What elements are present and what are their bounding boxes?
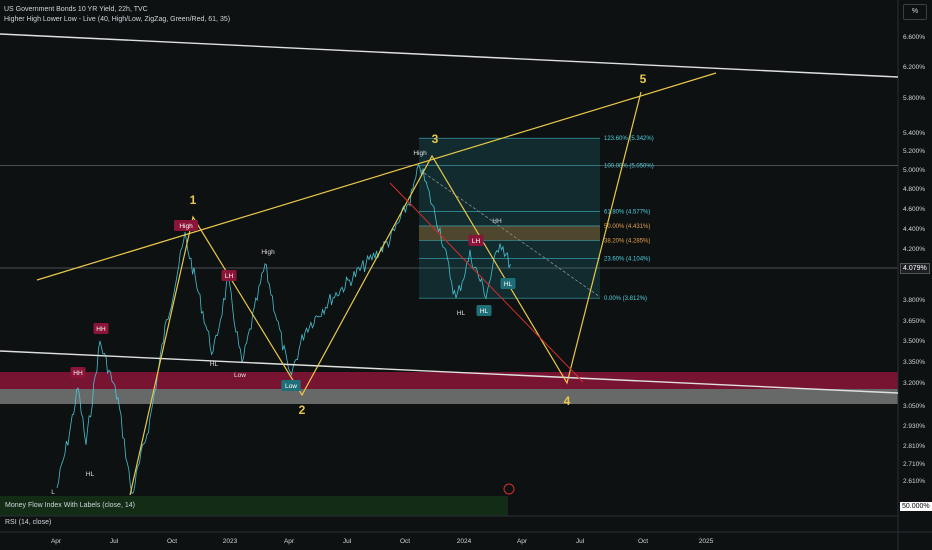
- y-tick-label: 4.200%: [903, 246, 925, 253]
- swing-label-box: [93, 323, 109, 334]
- wave-label-5: 5: [640, 72, 647, 86]
- swing-label-box: [476, 305, 492, 316]
- wave-label-1: 1: [190, 193, 197, 207]
- swing-label: L: [51, 489, 55, 496]
- x-tick-label: 2023: [223, 538, 238, 545]
- wave-label-4: 4: [564, 394, 571, 408]
- y-tick-label: 3.200%: [903, 380, 925, 387]
- y-tick-label: 4.800%: [903, 186, 925, 193]
- swing-label: HL: [480, 308, 489, 315]
- swing-label: HL: [504, 281, 513, 288]
- x-tick-label: Oct: [167, 538, 177, 545]
- dashed-trend-line: [419, 169, 601, 298]
- x-tick-label: Apr: [51, 538, 62, 545]
- fib-level-label: 100.00% (5.050%): [604, 163, 654, 169]
- price-series: [56, 163, 511, 495]
- y-tick-label: 6.600%: [903, 34, 925, 41]
- fib-level-label: 0.00% (3.812%): [604, 296, 647, 302]
- y-tick-label: 2.810%: [903, 443, 925, 450]
- swing-label: High: [413, 150, 427, 157]
- lower-channel-line: [0, 350, 899, 394]
- rsi-indicator-label[interactable]: RSI (14, close): [5, 519, 52, 526]
- chart-title: US Government Bonds 10 YR Yield, 22h, TV…: [4, 6, 148, 13]
- wave-trend-line: [36, 72, 717, 281]
- y-tick-label: 4.600%: [903, 206, 925, 213]
- swing-label: HL: [86, 471, 95, 478]
- x-tick-label: Oct: [400, 538, 410, 545]
- x-tick-label: Apr: [284, 538, 295, 545]
- x-tick-label: 2025: [699, 538, 714, 545]
- x-tick-label: Jul: [343, 538, 352, 545]
- swing-label-box: [221, 270, 237, 281]
- y-tick-label: 2.710%: [903, 461, 925, 468]
- fib-orange-zone: [419, 225, 600, 241]
- y-tick-label: 3.350%: [903, 359, 925, 366]
- swing-label: High: [261, 249, 275, 256]
- mfi-indicator-label[interactable]: Money Flow Index With Labels (close, 14): [5, 502, 135, 509]
- swing-label: HH: [492, 218, 502, 225]
- y-tick-label: 4.400%: [903, 226, 925, 233]
- swing-label: HL: [457, 310, 466, 317]
- supply-zone: [0, 372, 898, 389]
- indicator-label: Higher High Lower Low - Live (40, High/L…: [4, 16, 231, 23]
- fib-level-label: 23.60% (4.104%): [604, 257, 650, 263]
- mfi-band: [0, 496, 508, 516]
- elliott-wave-path: [129, 91, 642, 496]
- y-tick-label: 2.930%: [903, 423, 925, 430]
- swing-label: LH: [472, 238, 481, 245]
- fib-level-label: 61.80% (4.577%): [604, 209, 650, 215]
- x-tick-label: 2024: [457, 538, 472, 545]
- wave-label-3: 3: [432, 132, 439, 146]
- x-tick-label: Apr: [517, 538, 528, 545]
- swing-label-box: [281, 380, 301, 391]
- x-tick-label: Oct: [638, 538, 648, 545]
- swing-label: LH: [225, 273, 234, 280]
- x-tick-label: Jul: [110, 538, 119, 545]
- swing-label-box: [70, 367, 86, 378]
- y-tick-label: 5.400%: [903, 130, 925, 137]
- swing-label: HH: [73, 370, 83, 377]
- y-tick-label: 3.650%: [903, 318, 925, 325]
- swing-label: Low: [234, 372, 246, 379]
- swing-label: HH: [96, 326, 106, 333]
- demand-zone: [0, 389, 898, 404]
- fib-box: [419, 138, 600, 299]
- fib-level-label: 38.20% (4.285%): [604, 239, 650, 245]
- y-tick-label: 3.500%: [903, 338, 925, 345]
- y-tick-label: 5.000%: [903, 167, 925, 174]
- swing-label-box: [174, 220, 198, 231]
- upper-channel-line: [0, 33, 899, 78]
- y-tick-label: 3.050%: [903, 403, 925, 410]
- y-tick-label: 5.200%: [903, 148, 925, 155]
- y-tick-label: 3.800%: [903, 297, 925, 304]
- fib-level-label: 50.00% (4.431%): [604, 224, 650, 230]
- y-tick-label: 2.610%: [903, 478, 925, 485]
- y-tick-label: 5.800%: [903, 95, 925, 102]
- swing-label: Low: [285, 383, 297, 390]
- alert-icon: [503, 483, 515, 495]
- percent-scale-button[interactable]: %: [903, 4, 927, 20]
- y-tick-label: 6.200%: [903, 64, 925, 71]
- swing-label-box: [500, 278, 516, 289]
- x-tick-label: Jul: [576, 538, 585, 545]
- wave-label-2: 2: [299, 403, 306, 417]
- red-trend-line: [389, 182, 584, 383]
- swing-label: High: [179, 223, 193, 230]
- current-price-label: 4.079%: [900, 263, 930, 274]
- swing-label-box: [468, 235, 484, 246]
- mfi-value-label: 50.000%: [900, 502, 932, 511]
- swing-label: HL: [210, 361, 219, 368]
